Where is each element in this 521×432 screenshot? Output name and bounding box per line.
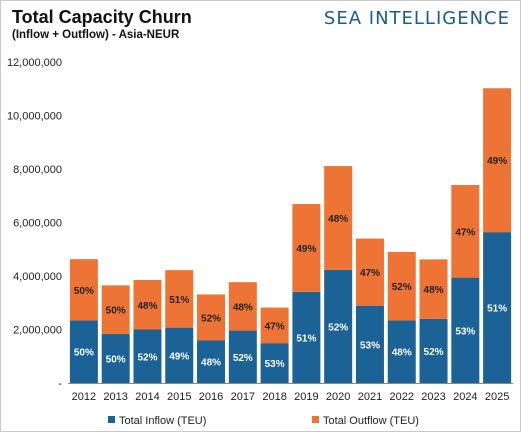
legend-swatch-inflow	[108, 416, 115, 423]
bar-outflow	[101, 285, 130, 335]
data-label-inflow: 52%	[424, 347, 444, 358]
bar-inflow	[133, 329, 162, 383]
bar-outflow	[292, 204, 321, 292]
bar-inflow	[355, 305, 384, 383]
x-tick-label: 2014	[135, 391, 159, 403]
x-tick-label: 2018	[262, 391, 286, 403]
data-label-outflow: 49%	[296, 244, 316, 255]
data-label-outflow: 50%	[74, 286, 94, 297]
y-tick-label: 8,000,000	[13, 164, 62, 176]
bar-inflow	[101, 334, 130, 383]
x-tick-label: 2023	[421, 391, 445, 403]
bar-outflow	[451, 185, 480, 278]
data-label-outflow: 48%	[424, 285, 444, 296]
y-tick-label: 2,000,000	[13, 325, 62, 337]
legend-label-inflow: Total Inflow (TEU)	[119, 415, 207, 427]
data-label-inflow: 52%	[137, 352, 157, 363]
y-tick-label: 12,000,000	[7, 57, 62, 69]
bar-inflow	[228, 330, 257, 383]
data-label-inflow: 48%	[392, 348, 412, 359]
bar-outflow	[165, 270, 194, 328]
data-label-inflow: 53%	[455, 326, 475, 337]
data-label-inflow: 53%	[360, 340, 380, 351]
x-tick-label: 2021	[358, 391, 382, 403]
chart-legend: Total Inflow (TEU) Total Outflow (TEU)	[1, 415, 520, 429]
brand-logo: SEA INTELLIGENCE	[323, 8, 510, 29]
x-tick-label: 2019	[294, 391, 318, 403]
chart-subtitle: (Inflow + Outflow) - Asia-NEUR	[12, 29, 180, 41]
x-tick-label: 2022	[390, 391, 414, 403]
data-label-outflow: 50%	[106, 306, 126, 317]
data-label-outflow: 52%	[392, 282, 412, 293]
data-label-outflow: 51%	[169, 295, 189, 306]
data-label-inflow: 48%	[201, 358, 221, 369]
legend-item-inflow: Total Inflow (TEU)	[108, 415, 206, 427]
bar-outflow	[197, 294, 226, 341]
data-label-inflow: 51%	[487, 304, 507, 315]
bar-outflow	[483, 88, 512, 233]
bar-inflow	[419, 318, 448, 383]
legend-item-outflow: Total Outflow (TEU)	[312, 415, 419, 427]
bar-inflow	[324, 269, 353, 383]
x-tick-label: 2016	[199, 391, 223, 403]
bar-outflow	[69, 259, 98, 321]
bar-outflow	[355, 238, 384, 306]
x-tick-label: 2024	[453, 391, 477, 403]
data-label-inflow: 52%	[328, 322, 348, 333]
data-label-outflow: 47%	[265, 321, 285, 332]
bar-outflow	[133, 280, 162, 330]
data-label-outflow: 48%	[328, 214, 348, 225]
bar-outflow	[260, 307, 289, 344]
y-tick-label: 10,000,000	[7, 111, 62, 123]
bar-outflow	[228, 282, 257, 331]
bar-outflow	[387, 251, 416, 321]
data-label-outflow: 48%	[137, 301, 157, 312]
data-label-outflow: 47%	[455, 227, 475, 238]
bar-inflow	[197, 340, 226, 383]
bar-inflow	[165, 327, 194, 383]
data-label-outflow: 52%	[201, 313, 221, 324]
x-tick-label: 2013	[103, 391, 127, 403]
x-tick-label: 2020	[326, 391, 350, 403]
x-tick-label: 2015	[167, 391, 191, 403]
x-tick-label: 2025	[485, 391, 509, 403]
data-label-outflow: 48%	[233, 302, 253, 313]
data-label-inflow: 50%	[74, 348, 94, 359]
bar-inflow	[451, 277, 480, 383]
data-label-inflow: 52%	[233, 353, 253, 364]
bar-inflow	[387, 320, 416, 383]
y-tick-label: 6,000,000	[13, 218, 62, 230]
legend-swatch-outflow	[312, 416, 319, 423]
data-label-outflow: 47%	[360, 268, 380, 279]
bar-outflow	[419, 259, 448, 319]
chart-title: Total Capacity Churn	[12, 7, 192, 27]
bar-inflow	[292, 291, 321, 383]
data-label-inflow: 53%	[265, 359, 285, 370]
y-tick-label: 4,000,000	[13, 271, 62, 283]
bar-outflow	[324, 166, 353, 270]
data-label-inflow: 51%	[296, 333, 316, 344]
x-tick-label: 2012	[72, 391, 96, 403]
bar-inflow	[483, 232, 512, 383]
data-label-inflow: 50%	[106, 355, 126, 366]
data-label-outflow: 49%	[487, 156, 507, 167]
legend-label-outflow: Total Outflow (TEU)	[323, 415, 419, 427]
x-tick-label: 2017	[231, 391, 255, 403]
bar-inflow	[260, 343, 289, 383]
data-label-inflow: 49%	[169, 351, 189, 362]
y-tick-label: -	[58, 378, 62, 390]
bar-inflow	[69, 320, 98, 383]
